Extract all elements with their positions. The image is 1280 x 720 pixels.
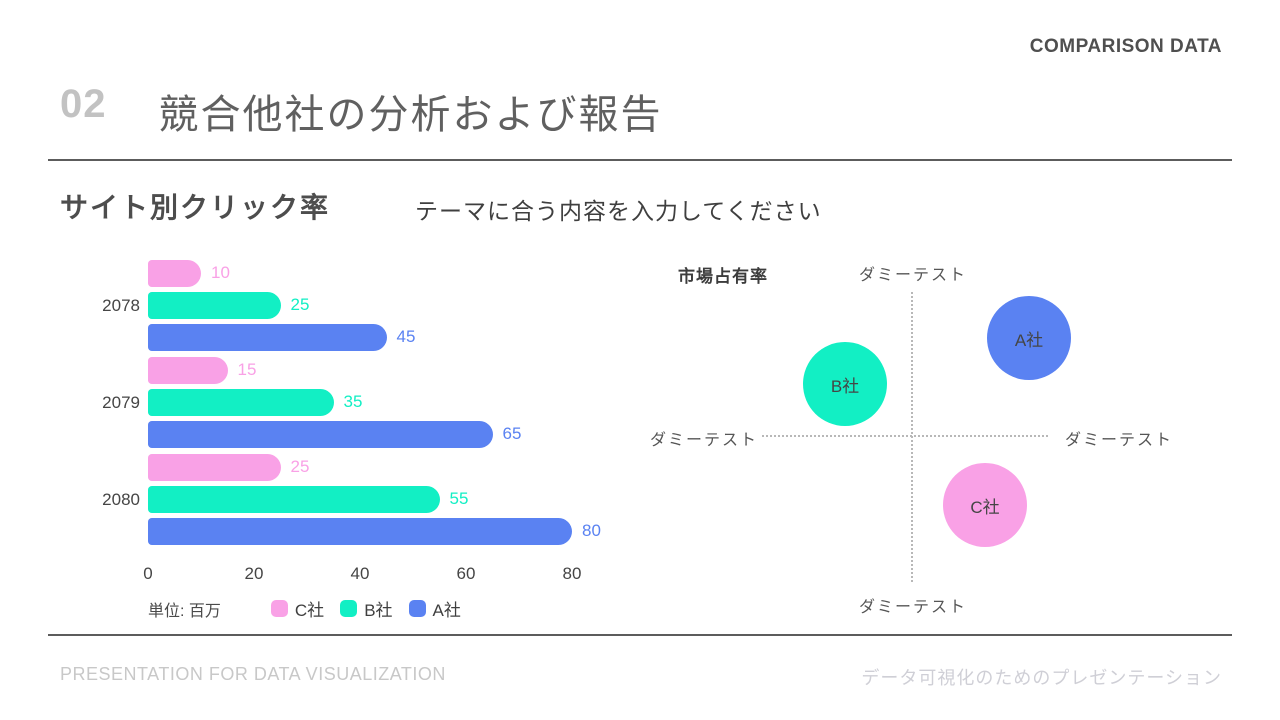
eyebrow-label: COMPARISON DATA: [1029, 36, 1222, 57]
quadrant-chart: 市場占有率 ダミーテスト ダミーテスト ダミーテスト ダミーテスト A社 B社 C社: [650, 255, 1190, 620]
chart-heading: サイト別クリック率: [60, 192, 331, 223]
quadrant-axis-label-bottom: ダミーテスト: [858, 599, 968, 616]
legend-swatch-C社: [270, 600, 288, 617]
legend-label-B社: B社: [364, 601, 393, 620]
x-axis-tick-40: 40: [350, 564, 370, 583]
category-label-2079: 2079: [102, 393, 140, 412]
category-label-2078: 2078: [102, 296, 140, 315]
bar-2079-B社: [148, 389, 334, 416]
footer-right-text: データ可視化のためのプレゼンテーション: [861, 668, 1222, 688]
bar-value-2080-B社: 55: [449, 489, 469, 508]
bar-2080-B社: [148, 486, 440, 513]
x-axis-tick-60: 60: [456, 564, 476, 583]
footer-left-text: PRESENTATION FOR DATA VISUALIZATION: [60, 664, 446, 684]
bubble-B社: B社: [803, 342, 887, 426]
top-divider: [48, 159, 1232, 161]
quadrant-vertical-axis: [911, 292, 913, 582]
legend-item-A社: A社: [408, 596, 461, 621]
x-axis-tick-20: 20: [244, 564, 264, 583]
chart-subheading: テーマに合う内容を入力してください: [415, 198, 822, 224]
quadrant-axis-label-right: ダミーテスト: [1065, 432, 1174, 449]
title-row: 02 競合他社の分析および報告: [60, 82, 663, 140]
bubble-C社: C社: [943, 463, 1027, 547]
bar-value-2078-B社: 25: [290, 295, 310, 314]
bubble-A社: A社: [987, 296, 1071, 380]
quadrant-horizontal-axis: [762, 435, 1048, 437]
legend-label-A社: A社: [432, 601, 461, 620]
legend-label-C社: C社: [294, 601, 325, 620]
bar-value-2080-C社: 25: [290, 457, 310, 476]
chart-legend: 単位: 百万 C社 B社 A社: [148, 596, 477, 621]
bar-2078-C社: [148, 260, 201, 287]
x-axis-tick-80: 80: [562, 564, 582, 583]
bar-2080-A社: [148, 518, 572, 545]
bar-value-2078-C社: 10: [211, 263, 230, 282]
bar-2079-A社: [148, 421, 493, 448]
legend-swatch-A社: [408, 600, 426, 617]
bar-2078-A社: [148, 324, 387, 351]
bar-value-2079-C社: 15: [237, 360, 257, 379]
quadrant-title: 市場占有率: [678, 267, 768, 286]
bar-value-2080-A社: 80: [582, 521, 601, 540]
bar-2080-C社: [148, 454, 281, 481]
legend-swatch-B社: [340, 600, 358, 617]
unit-label: 単位: 百万: [148, 602, 221, 620]
bar-value-2078-A社: 45: [396, 327, 416, 346]
quadrant-axis-label-top: ダミーテスト: [858, 267, 968, 284]
page-title: 競合他社の分析および報告: [158, 93, 663, 137]
bar-2079-C社: [148, 357, 228, 384]
quadrant-axis-label-left: ダミーテスト: [650, 432, 759, 449]
bar-value-2079-B社: 35: [343, 392, 363, 411]
bar-value-2079-A社: 65: [502, 424, 522, 443]
x-axis-tick-0: 0: [143, 564, 153, 583]
legend-item-C社: C社: [270, 596, 325, 621]
bar-2078-B社: [148, 292, 281, 319]
section-number: 02: [60, 82, 107, 126]
category-label-2080: 2080: [102, 490, 140, 509]
bottom-divider: [48, 634, 1232, 636]
legend-item-B社: B社: [340, 596, 393, 621]
